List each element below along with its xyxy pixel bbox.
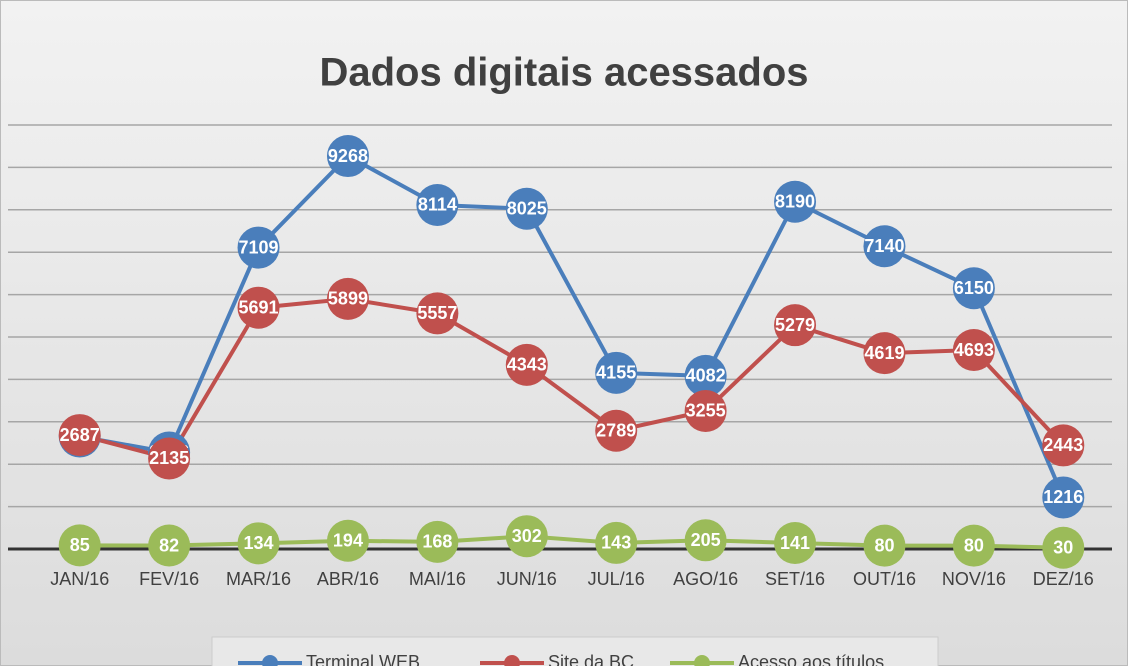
data-label: 4693 — [954, 340, 994, 360]
data-point — [774, 522, 817, 565]
data-label: 4619 — [864, 343, 904, 363]
legend-marker — [262, 655, 278, 666]
data-point — [684, 519, 727, 562]
data-label: 2443 — [1043, 435, 1083, 455]
data-label: 4155 — [596, 363, 636, 383]
x-tick-label: NOV/16 — [942, 569, 1006, 589]
data-label: 134 — [244, 533, 274, 553]
data-label: 2135 — [149, 448, 189, 468]
legend-label: Acesso aos títulos — [738, 652, 884, 666]
data-point — [952, 524, 995, 567]
data-point — [1042, 424, 1085, 467]
data-label: 1216 — [1043, 487, 1083, 507]
data-point — [58, 524, 101, 567]
x-tick-label: MAR/16 — [226, 569, 291, 589]
x-tick-label: OUT/16 — [853, 569, 916, 589]
data-point — [684, 389, 727, 432]
data-point — [774, 180, 817, 223]
x-tick-label: JAN/16 — [50, 569, 109, 589]
x-tick-label: FEV/16 — [139, 569, 199, 589]
data-label: 5279 — [775, 315, 815, 335]
data-point — [237, 226, 280, 269]
data-label: 7109 — [239, 237, 279, 257]
x-tick-label: ABR/16 — [317, 569, 379, 589]
data-point — [505, 187, 548, 230]
data-point — [326, 135, 369, 178]
data-point — [595, 409, 638, 452]
data-point — [1042, 526, 1085, 569]
legend-marker — [694, 655, 710, 666]
data-label: 5899 — [328, 289, 368, 309]
data-point — [595, 351, 638, 394]
data-label: 8190 — [775, 191, 815, 211]
data-point — [863, 332, 906, 375]
data-label: 5691 — [239, 297, 279, 317]
legend-marker — [504, 655, 520, 666]
data-label: 4343 — [507, 355, 547, 375]
data-label: 3255 — [686, 401, 726, 421]
chart-title: Dados digitais acessados — [319, 51, 808, 95]
x-tick-label: DEZ/16 — [1033, 569, 1094, 589]
data-point — [237, 286, 280, 329]
data-point — [595, 521, 638, 564]
data-point — [1042, 476, 1085, 519]
data-point — [416, 292, 459, 335]
data-point — [774, 304, 817, 347]
data-label: 85 — [70, 535, 90, 555]
data-label: 4082 — [686, 366, 726, 386]
data-label: 80 — [874, 535, 894, 555]
data-label: 168 — [422, 532, 452, 552]
data-label: 9268 — [328, 146, 368, 166]
x-tick-label: MAI/16 — [409, 569, 466, 589]
data-point — [505, 515, 548, 558]
data-label: 302 — [512, 526, 542, 546]
x-tick-label: JUL/16 — [588, 569, 645, 589]
data-point — [863, 524, 906, 567]
data-label: 5557 — [417, 303, 457, 323]
data-label: 8114 — [418, 195, 457, 215]
data-point — [326, 277, 369, 320]
data-label: 7140 — [864, 236, 904, 256]
data-label: 141 — [780, 533, 810, 553]
data-label: 80 — [964, 535, 984, 555]
data-point — [148, 437, 191, 480]
data-label: 6150 — [954, 278, 994, 298]
data-point — [863, 225, 906, 268]
data-label: 205 — [691, 530, 721, 550]
data-point — [148, 524, 191, 567]
data-point — [952, 329, 995, 372]
x-tick-label: SET/16 — [765, 569, 825, 589]
data-label: 2789 — [596, 420, 636, 440]
data-point — [952, 267, 995, 310]
data-point — [326, 519, 369, 562]
data-label: 143 — [601, 533, 631, 553]
data-point — [237, 522, 280, 565]
legend-box — [211, 636, 939, 666]
data-point — [416, 183, 459, 226]
x-tick-label: JUN/16 — [497, 569, 557, 589]
x-tick-label: AGO/16 — [673, 569, 738, 589]
data-point — [684, 354, 727, 397]
legend-label: Terminal WEB — [306, 652, 420, 666]
data-label: 30 — [1053, 537, 1073, 557]
legend-label: Site da BC — [548, 652, 634, 666]
data-label: 82 — [159, 535, 179, 555]
data-label: 8025 — [507, 198, 547, 218]
data-point — [505, 343, 548, 386]
data-label: 2687 — [60, 425, 100, 445]
data-point — [58, 414, 101, 457]
data-label: 194 — [333, 531, 363, 551]
data-point — [416, 520, 459, 563]
